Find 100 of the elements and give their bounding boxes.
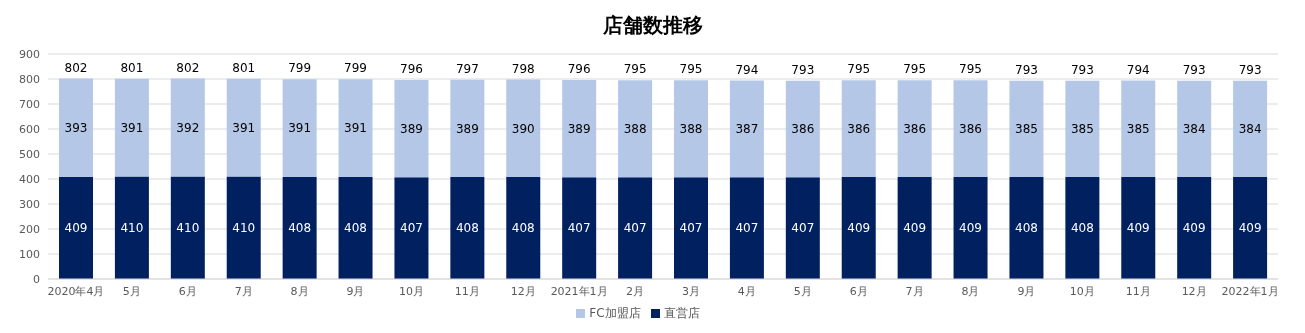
bar: [1065, 80, 1100, 177]
data-label: 385: [1070, 122, 1094, 137]
bar: [282, 177, 317, 279]
bar: [953, 80, 988, 177]
bar: [953, 176, 988, 279]
data-label: 409: [1126, 221, 1150, 236]
bar: [170, 78, 205, 177]
total-label: 795: [623, 62, 647, 77]
bar: [450, 79, 485, 177]
data-label: 386: [847, 121, 871, 136]
data-label: 409: [1238, 221, 1262, 236]
bar: [674, 80, 708, 178]
data-label: 391: [288, 121, 312, 136]
legend-label: 直営店: [663, 306, 700, 320]
bar: [897, 176, 932, 279]
y-tick-label: 800: [19, 72, 40, 86]
bar: [562, 80, 597, 178]
total-label: 795: [903, 62, 927, 77]
data-label: 387: [735, 122, 759, 137]
x-tick-label: 2021年1月: [550, 284, 608, 298]
bar: [785, 80, 820, 178]
x-tick-label: 4月: [737, 284, 756, 298]
y-tick-label: 100: [19, 247, 40, 261]
total-label: 795: [679, 62, 703, 77]
bar: [1233, 80, 1268, 177]
data-label: 407: [735, 221, 759, 236]
data-label: 409: [64, 221, 88, 236]
data-label: 389: [455, 121, 479, 136]
y-tick-label: 600: [19, 122, 40, 136]
y-tick-label: 900: [19, 47, 40, 61]
bar: [450, 177, 485, 279]
x-tick-label: 2022年1月: [1221, 284, 1279, 298]
data-label: 389: [400, 121, 423, 136]
bar: [1177, 80, 1212, 177]
data-label: 391: [120, 120, 144, 135]
data-label: 390: [511, 121, 535, 136]
x-tick-label: 3月: [681, 284, 700, 298]
bar: [729, 80, 764, 178]
x-tick-label: 6月: [178, 284, 197, 298]
bar: [59, 78, 93, 177]
data-label: 410: [120, 221, 144, 236]
y-tick-label: 200: [19, 222, 40, 236]
total-label: 798: [511, 61, 535, 76]
data-label: 386: [959, 121, 982, 136]
x-tick-label: 6月: [849, 284, 868, 298]
data-label: 386: [791, 122, 815, 137]
data-label: 391: [344, 121, 367, 136]
data-label: 407: [791, 221, 815, 236]
total-label: 793: [1182, 62, 1206, 77]
bar: [226, 78, 261, 177]
data-label: 408: [288, 221, 312, 236]
x-tick-label: 9月: [346, 284, 365, 298]
bar: [785, 177, 820, 279]
total-label: 802: [176, 60, 200, 75]
data-label: 385: [1126, 121, 1150, 136]
data-label: 409: [903, 221, 927, 236]
bar: [618, 80, 653, 178]
x-tick-label: 10月: [398, 284, 424, 298]
bar: [1009, 177, 1044, 279]
total-label: 797: [455, 61, 479, 76]
data-label: 389: [567, 121, 591, 136]
data-label: 408: [344, 221, 367, 236]
x-tick-label: 5月: [793, 284, 812, 298]
bar: [170, 176, 205, 279]
bar: [506, 177, 541, 279]
total-label: 794: [735, 62, 759, 77]
bar: [338, 79, 373, 177]
bar: [1065, 177, 1100, 279]
data-label: 409: [959, 221, 982, 236]
y-tick-label: 0: [33, 272, 40, 286]
data-label: 384: [1182, 122, 1206, 137]
data-label: 407: [679, 221, 703, 236]
total-label: 799: [344, 61, 367, 76]
bar: [562, 177, 597, 279]
bar: [841, 80, 876, 177]
bar: [282, 79, 317, 177]
bar: [1177, 176, 1212, 279]
x-tick-label: 2020年4月: [47, 284, 105, 298]
x-tick-label: 2月: [626, 284, 645, 298]
bar: [394, 80, 429, 178]
data-label: 384: [1238, 122, 1262, 137]
bar: [729, 177, 764, 279]
bar: [1121, 176, 1156, 279]
total-label: 801: [232, 60, 256, 75]
y-tick-label: 400: [19, 172, 40, 186]
total-label: 795: [847, 62, 871, 77]
bar: [506, 79, 541, 177]
x-tick-label: 7月: [905, 284, 924, 298]
data-label: 409: [1182, 221, 1206, 236]
x-tick-label: 10月: [1069, 284, 1095, 298]
total-label: 794: [1126, 62, 1150, 77]
data-label: 409: [847, 221, 871, 236]
data-label: 410: [232, 221, 256, 236]
x-tick-label: 8月: [290, 284, 309, 298]
bar: [674, 177, 708, 279]
data-label: 388: [623, 122, 647, 137]
total-label: 795: [959, 62, 982, 77]
data-label: 408: [511, 221, 535, 236]
data-label: 391: [232, 120, 256, 135]
bar: [618, 177, 653, 279]
